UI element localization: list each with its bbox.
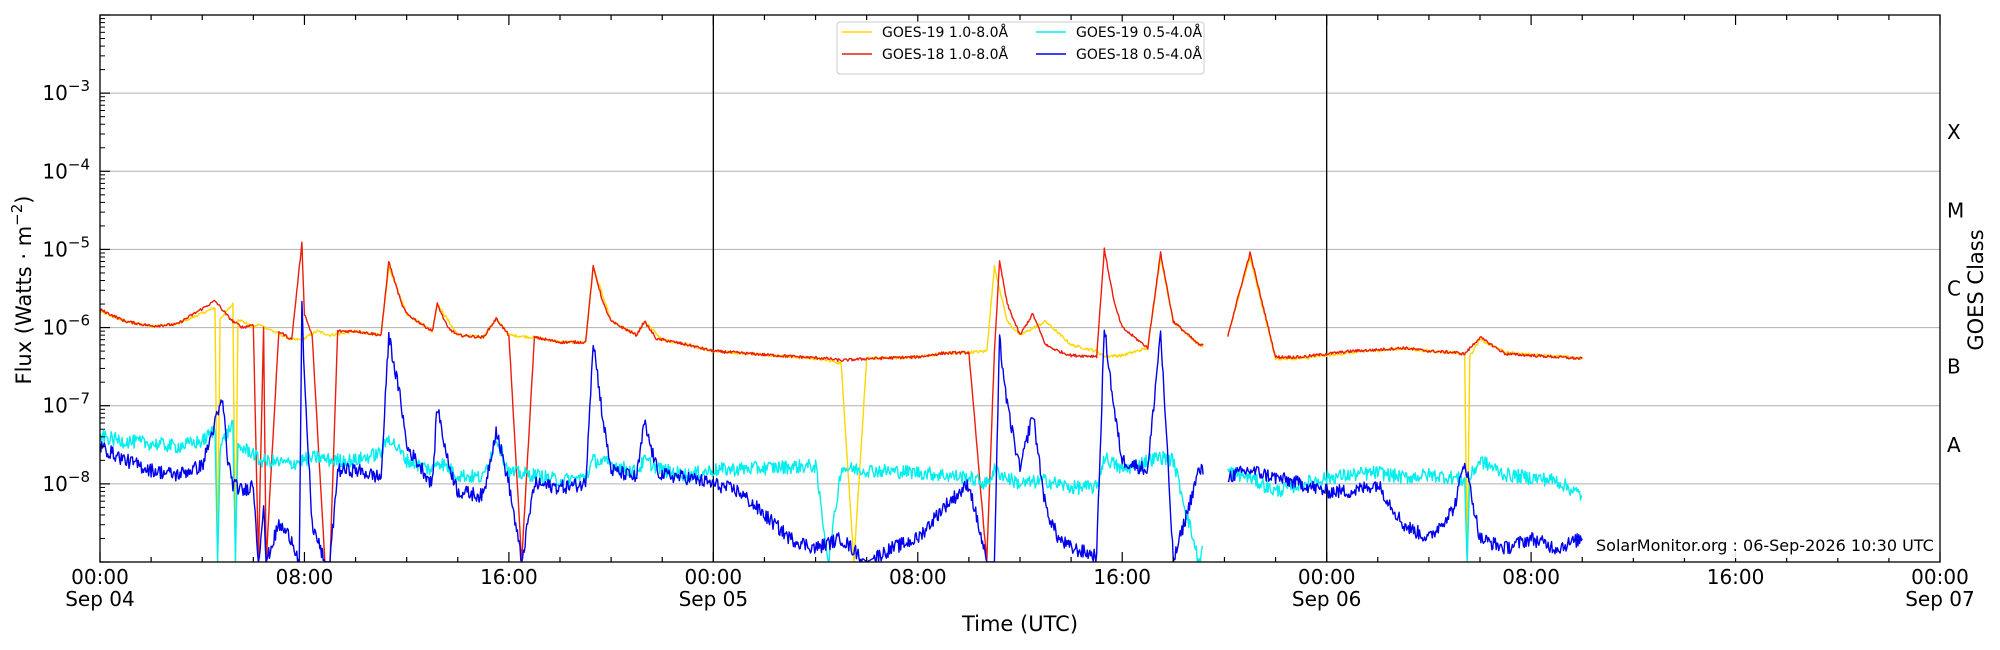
y-tick-label-5: 10−3 bbox=[42, 77, 90, 105]
x-tick-label-2: 16:00 bbox=[480, 565, 538, 589]
credit-text: SolarMonitor.org : 06-Sep-2026 10:30 UTC bbox=[1596, 536, 1934, 555]
x-tick-date-0: Sep 04 bbox=[65, 587, 135, 611]
goes-class-label-B: B bbox=[1947, 355, 1961, 379]
series-line-1 bbox=[100, 241, 1583, 562]
y-tick-label-0: 10−8 bbox=[42, 468, 90, 496]
legend: GOES-19 1.0-8.0Å GOES-18 1.0-8.0Å GOES-19 … bbox=[836, 21, 1205, 75]
x-tick-label-0: 00:00 bbox=[71, 565, 129, 589]
grid-lines bbox=[100, 92, 1940, 485]
legend-label-1: GOES-18 1.0-8.0Å bbox=[882, 46, 1008, 63]
x-tick-date-9: Sep 07 bbox=[1905, 587, 1975, 611]
y-tick-label-1: 10−7 bbox=[42, 390, 90, 418]
y-tick-label-4: 10−4 bbox=[42, 155, 90, 183]
credit-background bbox=[1590, 530, 1930, 558]
x-tick-date-6: Sep 06 bbox=[1292, 587, 1362, 611]
goes-class-label-M: M bbox=[1947, 198, 1964, 222]
axis-ticks bbox=[99, 14, 1941, 563]
x-tick-label-4: 08:00 bbox=[889, 565, 947, 589]
legend-frame bbox=[836, 21, 1205, 75]
x-tick-date-3: Sep 05 bbox=[679, 587, 749, 611]
legend-label-3: GOES-18 0.5-4.0Å bbox=[1076, 46, 1202, 63]
y-tick-label-3: 10−5 bbox=[42, 233, 90, 261]
right-axis-title: GOES Class bbox=[1964, 229, 1988, 350]
x-axis-title: Time (UTC) bbox=[961, 612, 1078, 636]
goes-class-label-C: C bbox=[1947, 277, 1961, 301]
series-line-2 bbox=[100, 419, 1583, 562]
x-tick-label-5: 16:00 bbox=[1093, 565, 1151, 589]
x-tick-label-9: 00:00 bbox=[1911, 565, 1969, 589]
x-tick-label-1: 08:00 bbox=[276, 565, 334, 589]
x-tick-label-3: 00:00 bbox=[685, 565, 743, 589]
goes-class-labels: A B C M X bbox=[1947, 120, 1964, 457]
y-tick-labels: 10−8 10−7 10−6 10−5 10−4 10−3 bbox=[42, 77, 90, 496]
legend-label-0: GOES-19 1.0-8.0Å bbox=[882, 24, 1008, 41]
series-lines bbox=[100, 241, 1583, 562]
series-line-3 bbox=[100, 300, 1583, 562]
x-tick-label-6: 00:00 bbox=[1298, 565, 1356, 589]
day-boundary-lines bbox=[712, 15, 1328, 562]
goes-class-label-A: A bbox=[1947, 433, 1961, 457]
x-tick-label-7: 08:00 bbox=[1502, 565, 1560, 589]
x-tick-label-8: 16:00 bbox=[1707, 565, 1765, 589]
y-tick-label-2: 10−6 bbox=[42, 312, 90, 340]
legend-label-2: GOES-19 0.5-4.0Å bbox=[1076, 24, 1202, 41]
y-axis-title: Flux (Watts · m−2) bbox=[8, 195, 36, 384]
goes-class-label-X: X bbox=[1947, 120, 1961, 144]
